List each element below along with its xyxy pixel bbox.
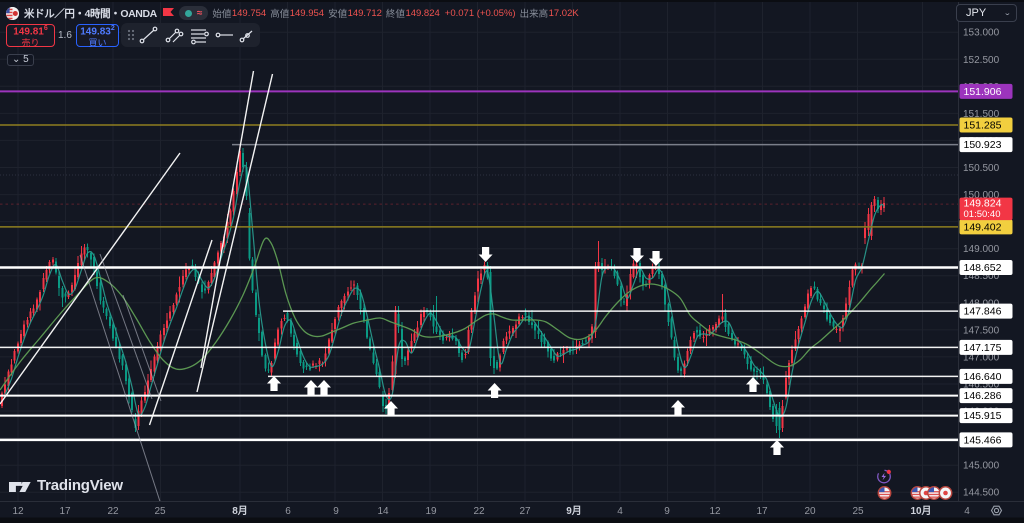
svg-text:27: 27 bbox=[519, 506, 531, 517]
svg-text:151.500: 151.500 bbox=[963, 109, 1000, 120]
svg-text:153.000: 153.000 bbox=[963, 28, 1000, 39]
svg-text:12: 12 bbox=[709, 506, 721, 517]
svg-text:01:50:40: 01:50:40 bbox=[964, 209, 1001, 220]
svg-text:14: 14 bbox=[377, 506, 389, 517]
svg-text:4: 4 bbox=[964, 506, 970, 517]
svg-text:9: 9 bbox=[664, 506, 670, 517]
svg-text:148.652: 148.652 bbox=[964, 262, 1002, 274]
svg-text:147.175: 147.175 bbox=[964, 342, 1002, 354]
svg-text:8月: 8月 bbox=[232, 505, 248, 517]
svg-text:9: 9 bbox=[333, 506, 339, 517]
svg-text:4: 4 bbox=[617, 506, 623, 517]
svg-text:22: 22 bbox=[473, 506, 485, 517]
svg-text:149.824: 149.824 bbox=[964, 198, 1002, 210]
svg-text:22: 22 bbox=[107, 506, 119, 517]
svg-text:146.286: 146.286 bbox=[964, 390, 1002, 402]
svg-text:10月: 10月 bbox=[910, 505, 931, 517]
svg-text:149.000: 149.000 bbox=[963, 244, 1000, 255]
svg-text:147.846: 147.846 bbox=[964, 306, 1002, 318]
svg-text:25: 25 bbox=[852, 506, 864, 517]
svg-text:152.500: 152.500 bbox=[963, 55, 1000, 66]
svg-text:12: 12 bbox=[12, 506, 24, 517]
svg-text:145.915: 145.915 bbox=[964, 410, 1002, 422]
svg-text:6: 6 bbox=[285, 506, 291, 517]
svg-text:25: 25 bbox=[154, 506, 166, 517]
svg-text:20: 20 bbox=[804, 506, 816, 517]
svg-text:145.000: 145.000 bbox=[963, 461, 1000, 472]
svg-text:148.500: 148.500 bbox=[963, 271, 1000, 282]
svg-text:150.923: 150.923 bbox=[964, 139, 1002, 151]
svg-text:17: 17 bbox=[756, 506, 768, 517]
svg-text:150.000: 150.000 bbox=[963, 190, 1000, 201]
svg-text:146.640: 146.640 bbox=[964, 371, 1002, 383]
svg-text:149.402: 149.402 bbox=[964, 222, 1002, 234]
svg-text:147.000: 147.000 bbox=[963, 352, 1000, 363]
svg-text:144.500: 144.500 bbox=[963, 488, 1000, 499]
svg-text:9月: 9月 bbox=[566, 505, 582, 517]
svg-text:146.500: 146.500 bbox=[963, 380, 1000, 391]
svg-text:147.500: 147.500 bbox=[963, 325, 1000, 336]
svg-text:145.466: 145.466 bbox=[964, 435, 1002, 447]
svg-text:150.500: 150.500 bbox=[963, 163, 1000, 174]
svg-text:151.906: 151.906 bbox=[964, 86, 1002, 98]
svg-text:17: 17 bbox=[59, 506, 71, 517]
svg-text:19: 19 bbox=[425, 506, 437, 517]
svg-text:151.285: 151.285 bbox=[964, 120, 1002, 132]
